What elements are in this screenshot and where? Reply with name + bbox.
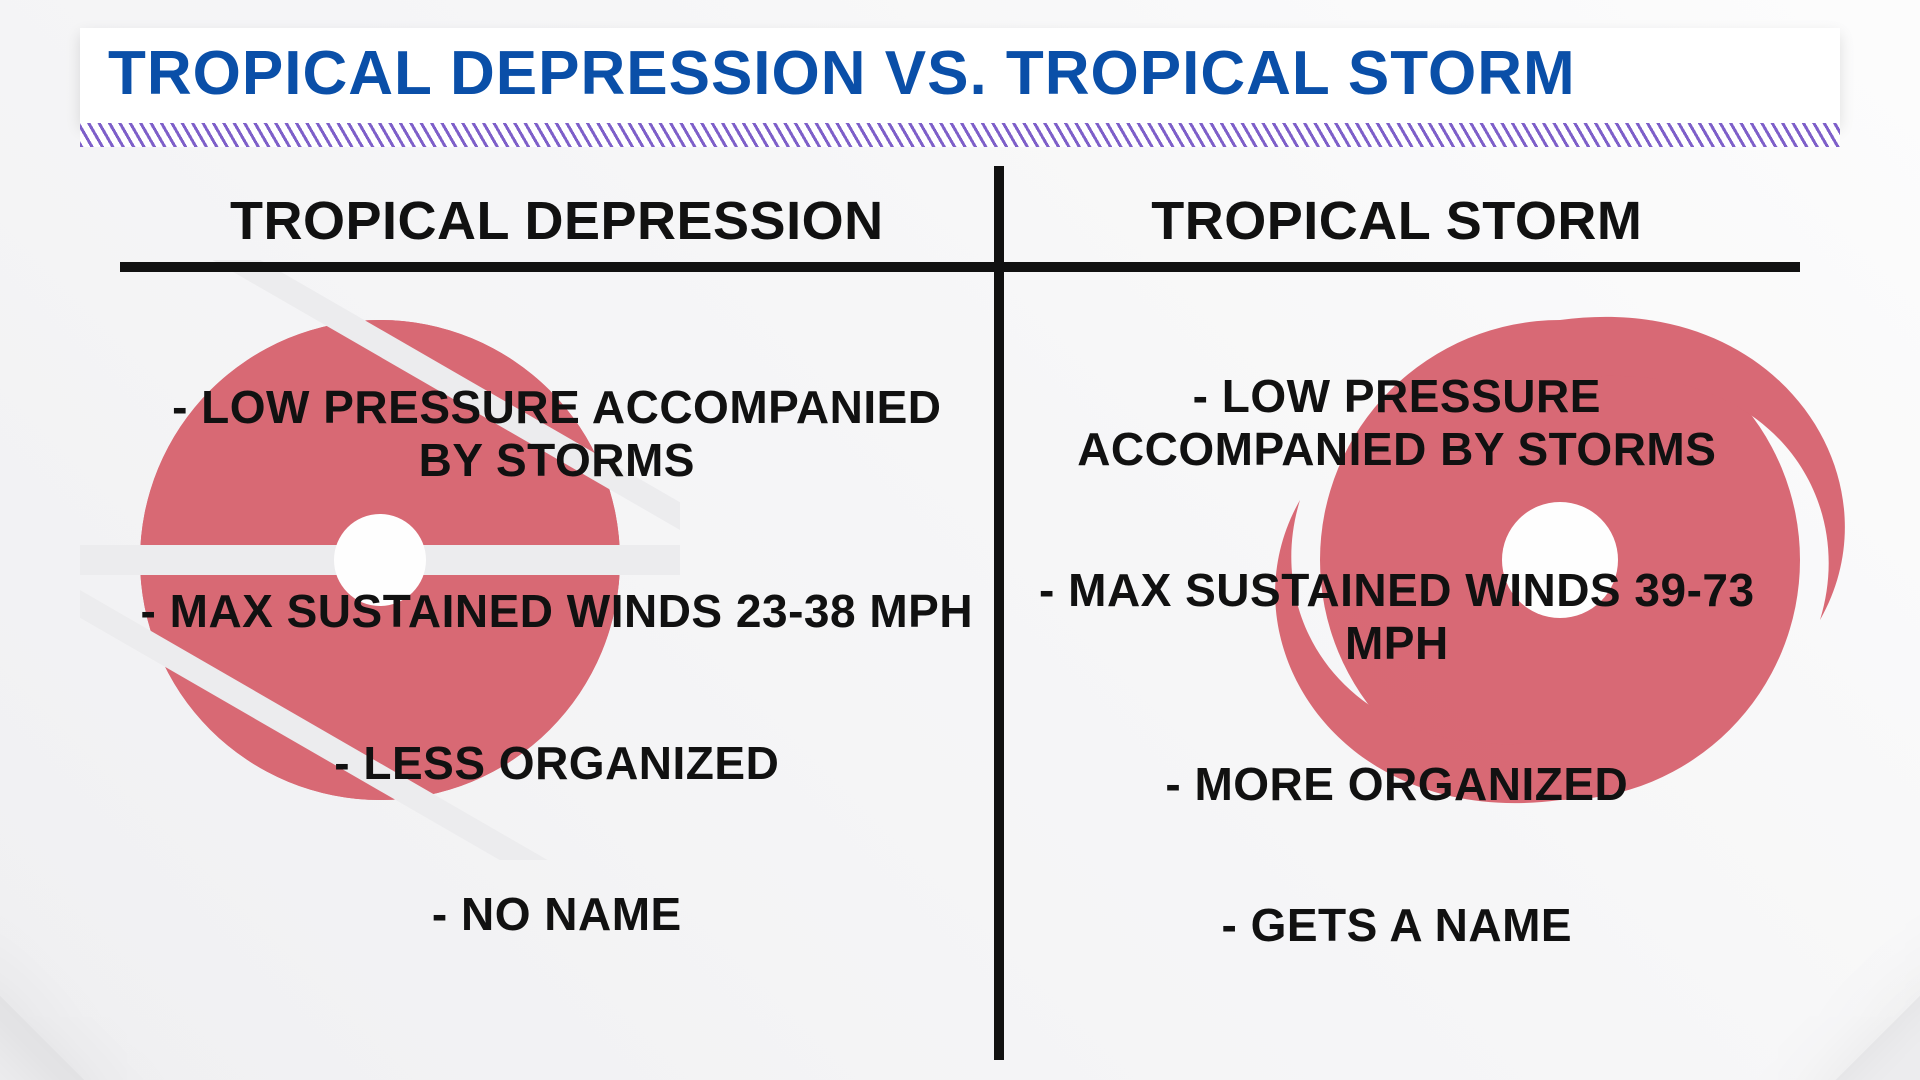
bullet: - LESS ORGANIZED bbox=[334, 737, 779, 790]
title-bar: TROPICAL DEPRESSION VS. TROPICAL STORM bbox=[80, 28, 1840, 147]
column-body: - LOW PRESSURE ACCOMPANIED BY STORMS - M… bbox=[120, 262, 994, 1060]
bullet: - MORE ORGANIZED bbox=[1165, 758, 1628, 811]
column-depression: TROPICAL DEPRESSION - LOW PRESSURE ACCOM… bbox=[120, 166, 994, 1060]
bullet: - MAX SUSTAINED WINDS 23-38 MPH bbox=[141, 585, 974, 638]
bullet: - LOW PRESSURE ACCOMPANIED BY STORMS bbox=[1014, 370, 1780, 476]
column-header-text: TROPICAL STORM bbox=[1151, 190, 1642, 252]
column-header: TROPICAL DEPRESSION bbox=[120, 166, 994, 262]
title-hatch bbox=[80, 123, 1840, 147]
bullet: - LOW PRESSURE ACCOMPANIED BY STORMS bbox=[140, 381, 974, 487]
comparison-table: TROPICAL DEPRESSION - LOW PRESSURE ACCOM… bbox=[120, 166, 1800, 1060]
weather-graphic: TROPICAL DEPRESSION VS. TROPICAL STORM T… bbox=[0, 0, 1920, 1080]
bullet: - NO NAME bbox=[432, 888, 682, 941]
bullet: - GETS A NAME bbox=[1221, 899, 1572, 952]
page-title: TROPICAL DEPRESSION VS. TROPICAL STORM bbox=[108, 38, 1812, 109]
column-body: - LOW PRESSURE ACCOMPANIED BY STORMS - M… bbox=[994, 262, 1800, 1060]
bullet: - MAX SUSTAINED WINDS 39-73 MPH bbox=[1014, 564, 1780, 670]
column-header: TROPICAL STORM bbox=[994, 166, 1800, 262]
column-storm: TROPICAL STORM - LOW PRESSURE ACCOMPANIE… bbox=[994, 166, 1800, 1060]
column-header-text: TROPICAL DEPRESSION bbox=[230, 190, 884, 252]
